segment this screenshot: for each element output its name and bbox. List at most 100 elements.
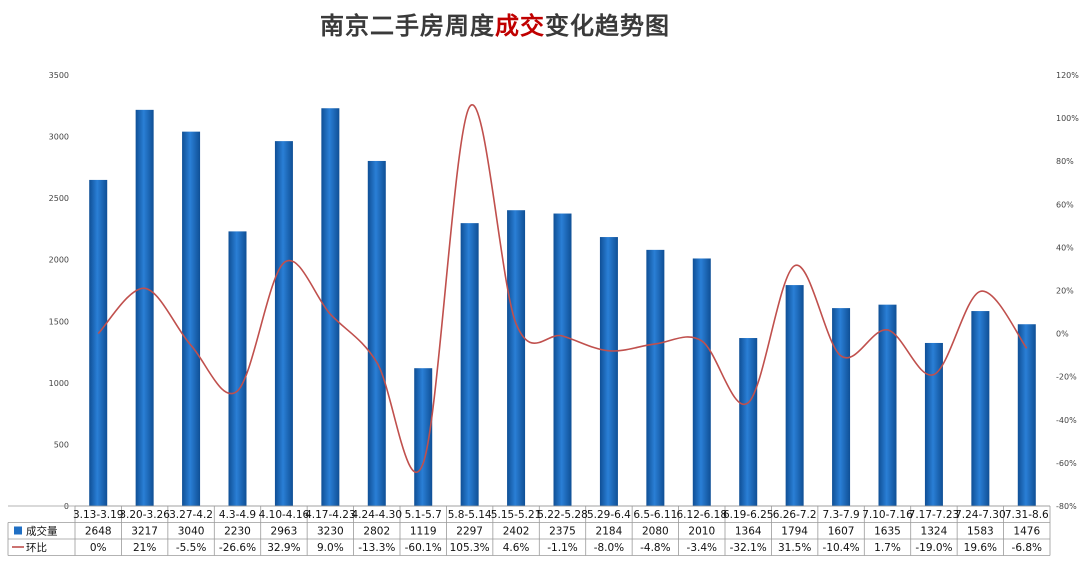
volume-value: 2230 [224,526,251,538]
right-tick-label: 40% [1056,243,1074,252]
bar-3.27-4.2 [182,131,201,506]
category-label: 5.1-5.7 [405,509,442,521]
title-part-1: 南京二手房周度 [320,12,495,40]
volume-value: 1635 [874,526,901,538]
category-label: 7.10-7.16 [862,509,913,521]
right-tick-label: -40% [1056,416,1077,425]
bar-7.31-8.6 [1017,324,1036,506]
mom-value: -60.1% [405,542,442,554]
right-tick-label: 60% [1056,200,1074,209]
category-label: 4.17-4.23 [305,509,356,521]
volume-value: 3040 [178,526,205,538]
volume-value: 2802 [363,526,390,538]
volume-value: 2402 [503,526,530,538]
mom-value: 21% [133,542,156,554]
left-tick-label: 500 [54,440,69,449]
mom-value: 1.7% [874,542,901,554]
legend-line-label: 环比 [26,541,47,554]
bar-3.13-3.19 [89,179,108,506]
bar-6.19-6.25 [739,338,758,506]
volume-value: 2080 [642,526,669,538]
right-tick-label: 0% [1056,330,1069,339]
title-part-3: 变化趋势图 [545,12,670,40]
category-label: 4.24-4.30 [352,509,403,521]
title-highlight: 成交 [495,12,545,40]
left-tick-label: 1500 [49,317,69,326]
volume-value: 1794 [781,526,808,538]
right-tick-label: 120% [1056,71,1079,80]
category-label: 6.26-7.2 [773,509,817,521]
bar-5.29-6.4 [599,237,618,506]
volume-value: 3217 [131,526,158,538]
left-tick-label: 1000 [49,379,69,388]
left-tick-label: 0 [64,502,69,511]
category-label: 4.3-4.9 [219,509,256,521]
bar-7.10-7.16 [878,304,897,506]
category-label: 5.29-6.4 [587,509,631,521]
mom-value: 105.3% [450,542,490,554]
volume-value: 2184 [596,526,623,538]
mom-value: -1.1% [547,542,577,554]
volume-value: 1607 [828,526,855,538]
mom-value: -26.6% [219,542,256,554]
right-tick-label: -20% [1056,373,1077,382]
category-label: 7.31-8.6 [1005,509,1049,521]
bar-7.17-7.23 [924,342,943,506]
volume-value: 1119 [410,526,437,538]
right-tick-label: 20% [1056,287,1074,296]
bar-6.26-7.2 [785,285,804,506]
category-label: 5.8-5.14 [448,509,492,521]
category-label: 4.10-4.16 [259,509,310,521]
bar-5.15-5.21 [507,210,526,506]
mom-value: -10.4% [822,542,859,554]
bar-7.3-7.9 [832,308,851,506]
volume-value: 2297 [456,526,483,538]
category-label: 5.15-5.21 [491,509,542,521]
volume-value: 1583 [967,526,994,538]
category-label: 7.17-7.23 [909,509,960,521]
mom-value: -13.3% [358,542,395,554]
chart-title: 南京二手房周度成交变化趋势图 [0,6,990,41]
bar-4.3-4.9 [228,231,247,507]
category-label: 6.5-6.11 [633,509,677,521]
bar-6.12-6.18 [692,258,711,506]
bar-6.5-6.11 [646,249,665,506]
bar-4.17-4.23 [321,108,340,507]
mom-value: 32.9% [267,542,300,554]
category-label: 7.24-7.30 [955,509,1006,521]
volume-value: 1476 [1013,526,1040,538]
volume-value: 1364 [735,526,762,538]
category-label: 7.3-7.9 [822,509,859,521]
right-tick-label: -80% [1056,502,1077,511]
left-tick-label: 2500 [49,194,69,203]
left-tick-label: 3000 [49,133,69,142]
mom-value: -19.0% [915,542,952,554]
mom-value: -4.8% [640,542,670,554]
left-tick-label: 3500 [49,71,69,80]
volume-value: 2648 [85,526,112,538]
volume-value: 2963 [271,526,298,538]
bar-5.22-5.28 [553,213,572,507]
right-tick-label: 80% [1056,157,1074,166]
mom-value: -5.5% [176,542,206,554]
bar-4.24-4.30 [367,160,386,506]
category-label: 6.19-6.25 [723,509,774,521]
legend-bar-swatch [14,526,22,535]
mom-value: -8.0% [594,542,624,554]
category-label: 3.13-3.19 [73,509,124,521]
category-label: 3.20-3.26 [119,509,170,521]
mom-value: -3.4% [687,542,717,554]
legend-bar-label: 成交量 [26,525,58,538]
mom-value: 31.5% [778,542,811,554]
right-tick-label: 100% [1056,114,1079,123]
mom-value: -6.8% [1012,542,1042,554]
left-tick-label: 2000 [49,256,69,265]
bar-7.24-7.30 [971,311,990,506]
mom-value: 0% [90,542,107,554]
volume-value: 3230 [317,526,344,538]
category-label: 3.27-4.2 [169,509,213,521]
mom-value: -32.1% [730,542,767,554]
mom-line [97,104,1028,474]
bar-3.20-3.26 [135,109,154,506]
